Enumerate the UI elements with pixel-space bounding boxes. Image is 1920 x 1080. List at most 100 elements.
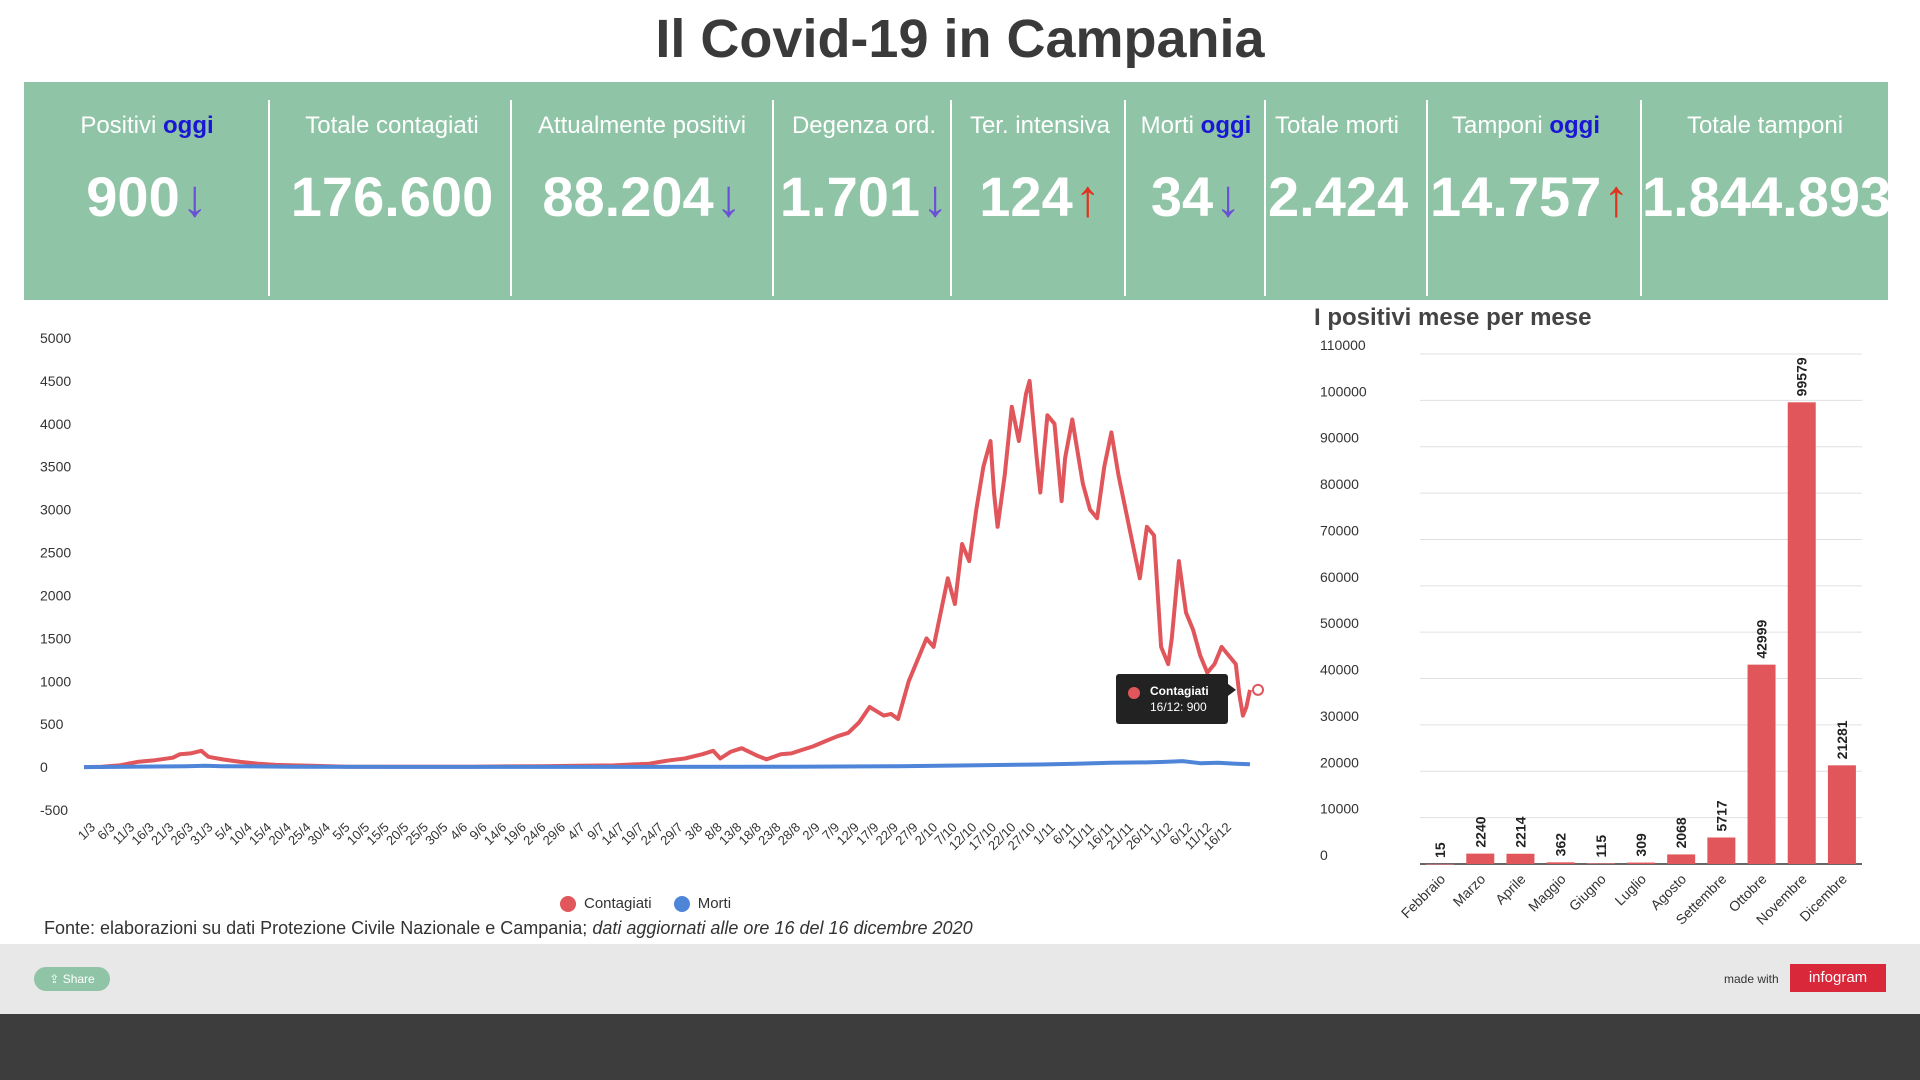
page-title: Il Covid-19 in Campania <box>655 9 1265 69</box>
bar-novembre <box>1787 402 1816 864</box>
stat-divider <box>1264 100 1266 296</box>
stat-value: 2.424 <box>1268 164 1408 229</box>
stat-oggi-tag: oggi <box>1194 112 1252 139</box>
bar-giugno <box>1586 863 1615 864</box>
bar-y-tick-label: 90000 <box>1320 430 1359 446</box>
share-button[interactable]: ⇪ Share <box>34 967 110 991</box>
y-tick-label: -500 <box>40 802 68 818</box>
arrow-down-icon: ↓ <box>922 170 949 228</box>
bar-value-label: 362 <box>1553 833 1569 857</box>
y-tick-label: 4000 <box>40 416 71 432</box>
infogram-logo[interactable]: infogram <box>1790 964 1886 992</box>
bar-value-label: 2240 <box>1472 816 1488 847</box>
stat-divider <box>1426 100 1428 296</box>
bar-value-label: 15 <box>1432 842 1448 858</box>
y-tick-label: 0 <box>40 759 48 775</box>
bar-luglio <box>1627 862 1655 864</box>
stat-label: Morti oggi <box>1128 112 1264 140</box>
y-tick-label: 4500 <box>40 373 71 389</box>
source-main: Fonte: elaborazioni su dati Protezione C… <box>44 918 588 938</box>
stat-divider <box>1640 100 1642 296</box>
stat-attualmente-positivi: Attualmente positivi 88.204↓ <box>514 82 770 300</box>
bar-value-label: 309 <box>1633 833 1649 857</box>
y-tick-label: 3500 <box>40 459 71 475</box>
hover-point <box>1252 683 1264 696</box>
stat-label: Tamponi oggi <box>1430 112 1622 140</box>
arrow-down-icon: ↓ <box>715 170 742 228</box>
line-chart: -500 0 500 1000 1500 2000 2500 3000 3500 4000 4500… <box>40 330 1264 853</box>
bar-category-label: Aprile <box>1492 871 1529 908</box>
stat-value: 34↓ <box>1128 164 1264 229</box>
stat-totale-contagiati: Totale contagiati 176.600 <box>274 82 510 300</box>
y-tick-label: 5000 <box>40 330 71 346</box>
legend-dot-morti <box>673 895 690 912</box>
bar-y-tick-label: 50000 <box>1320 615 1359 631</box>
bar-febbraio <box>1426 863 1455 865</box>
legend-dot-contagiati <box>560 895 576 912</box>
stat-divider <box>268 100 270 296</box>
bar-maggio <box>1546 862 1575 864</box>
legend-label-contagiati: Contagiati <box>584 894 652 912</box>
stat-degenza: Degenza ord. 1.701↓ <box>776 82 952 300</box>
source-note: Fonte: elaborazioni su dati Protezione C… <box>44 918 973 939</box>
bar-dicembre <box>1827 765 1856 864</box>
stat-value-text: 176.600 <box>290 165 494 228</box>
legend-item-contagiati[interactable]: Contagiati <box>560 895 652 912</box>
y-tick-label: 2500 <box>40 545 71 561</box>
stat-totale-morti: Totale morti 2.424 <box>1268 82 1408 300</box>
bar-y-tick-label: 10000 <box>1320 801 1359 817</box>
stat-value-text: 34 <box>1150 165 1214 228</box>
legend-item-morti[interactable]: Morti <box>673 894 732 912</box>
stat-value: 14.757↑ <box>1430 164 1629 229</box>
stat-label-text: Positivi <box>80 112 157 139</box>
y-tick-label: 1000 <box>40 673 71 689</box>
bar-ottobre <box>1747 664 1776 864</box>
footer-bar <box>0 944 1920 1014</box>
stat-value: 1.844.893 <box>1642 164 1891 229</box>
stat-divider <box>510 100 512 296</box>
source-date: dati aggiornati alle ore 16 del 16 dicem… <box>592 918 973 938</box>
stat-label: Attualmente positivi <box>514 112 770 140</box>
bar-category-label: Luglio <box>1611 871 1649 909</box>
stat-value-text: 900 <box>86 165 180 228</box>
stats-band: Positivi oggi 900 ↓ Totale contagiati 176.6… <box>24 82 1891 300</box>
bar-y-tick-label: 40000 <box>1320 662 1359 678</box>
y-tick-label: 3000 <box>40 502 71 518</box>
legend-label-morti: Morti <box>697 894 732 912</box>
x-tick-label: 31/3 <box>187 820 216 849</box>
bar-value-label: 2214 <box>1512 816 1528 847</box>
stat-label-text: Morti <box>1140 112 1194 139</box>
line-chart-legend: Contagiati Morti <box>560 894 749 912</box>
bar-y-tick-label: 30000 <box>1320 708 1359 724</box>
stat-label-text: Ter. intensiva <box>969 112 1111 139</box>
tooltip-title: Contagiati <box>1150 684 1209 698</box>
bar-value-label: 5717 <box>1713 800 1729 831</box>
share-label: Share <box>62 972 95 986</box>
stat-value: 176.600 <box>274 164 510 229</box>
stat-totale-tamponi: Totale tamponi 1.844.893 <box>1642 82 1891 300</box>
arrow-down-icon: ↓ <box>1215 170 1242 228</box>
stat-divider <box>772 100 774 296</box>
tooltip-value: 16/12: 900 <box>1150 700 1207 714</box>
bar-y-tick-label: 80000 <box>1320 476 1359 492</box>
bar-y-tick-label: 0 <box>1320 847 1328 863</box>
bar-value-label: 99579 <box>1794 357 1810 396</box>
stat-label: Degenza ord. <box>776 112 952 140</box>
stat-label: Totale morti <box>1268 112 1406 140</box>
stat-label-text: Tamponi <box>1451 112 1543 139</box>
stat-label-text: Totale tamponi <box>1686 112 1844 139</box>
stat-label-text: Degenza ord. <box>791 112 937 139</box>
bar-category-label: Febbraio <box>1398 871 1449 922</box>
stat-label-text: Totale contagiati <box>305 112 479 139</box>
series-line-morti <box>83 759 1251 770</box>
stat-label: Positivi oggi <box>42 112 252 140</box>
stat-value-text: 88.204 <box>542 165 714 228</box>
bar-value-label: 42999 <box>1754 619 1770 658</box>
stat-positivi-oggi: Positivi oggi 900↓ <box>42 82 252 300</box>
bar-aprile <box>1506 853 1535 864</box>
stat-tamponi-oggi: Tamponi oggi 14.757↑ <box>1430 82 1629 300</box>
bar-category-label: Maggio <box>1525 871 1569 915</box>
stat-oggi-tag: oggi <box>156 112 214 139</box>
bar-value-label: 21281 <box>1834 720 1850 759</box>
made-with-label: made with <box>1724 972 1779 986</box>
